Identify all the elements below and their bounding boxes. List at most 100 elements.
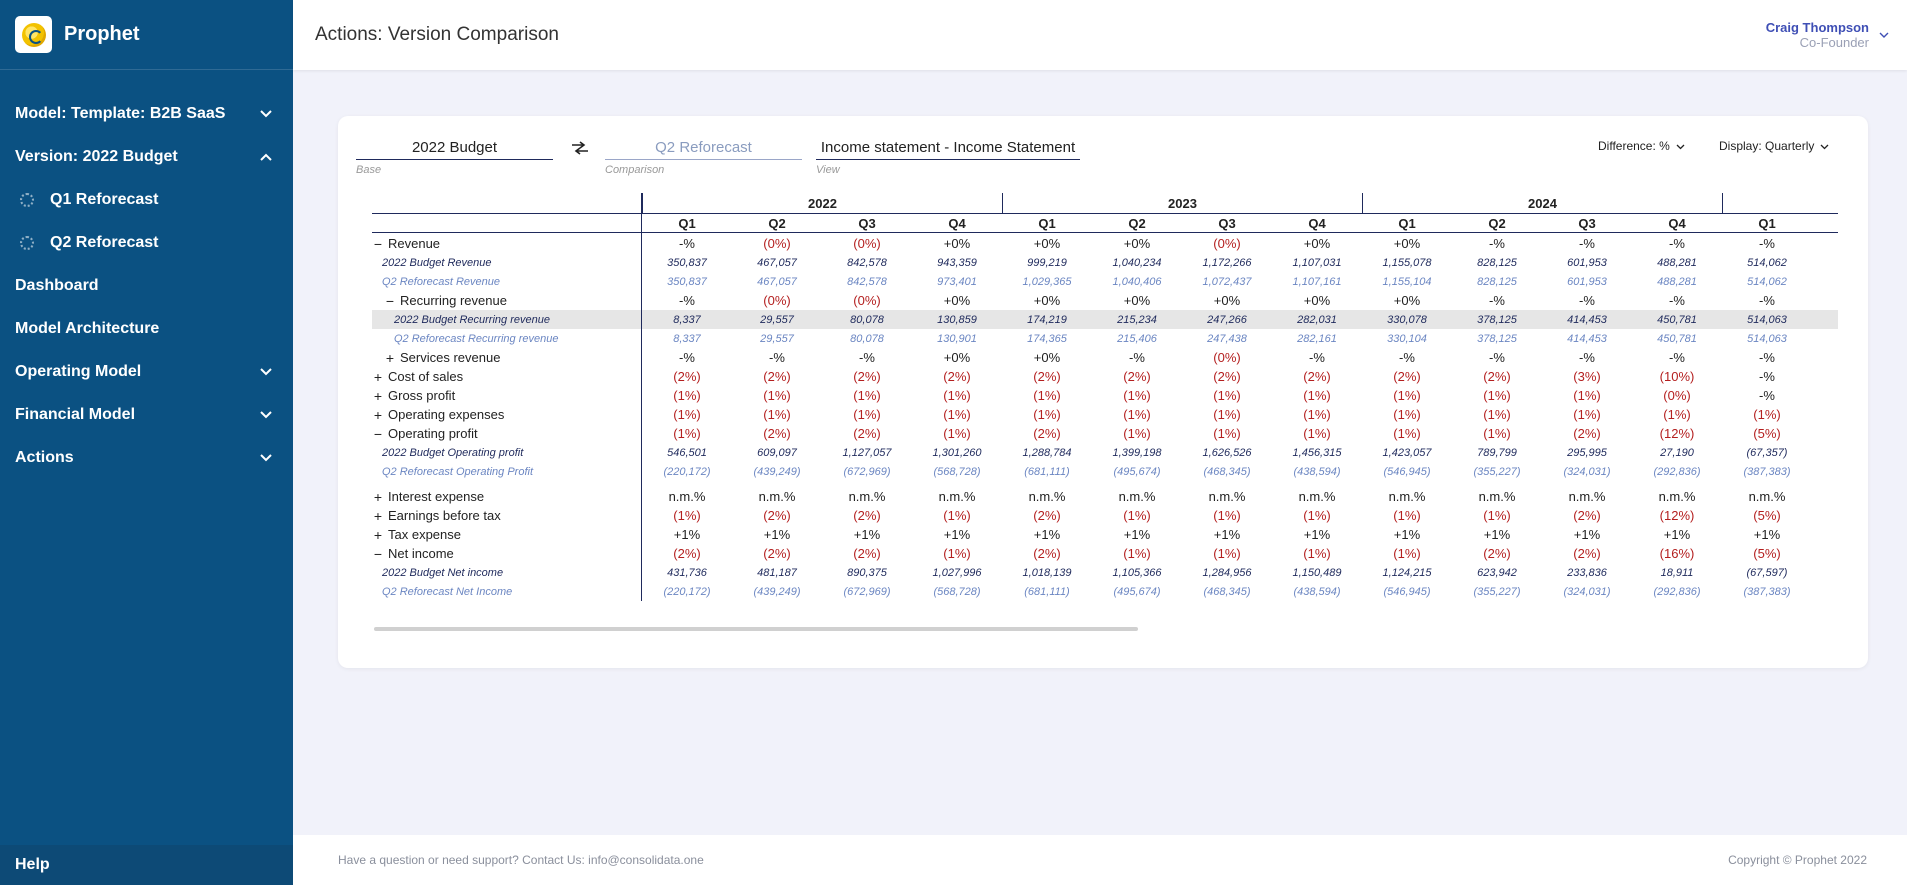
table-cell: (2%) (1033, 426, 1061, 441)
table-cell: (1%) (943, 426, 971, 441)
table-cell: (1%) (1213, 546, 1241, 561)
table-cell: (1%) (943, 388, 971, 403)
user-menu[interactable]: Craig Thompson Co-Founder (1766, 20, 1889, 50)
quarter-header: Q3 (1578, 215, 1596, 231)
quarter-header: Q3 (1218, 215, 1236, 231)
table-cell: 514,063 (1747, 332, 1787, 345)
table-cell: (355,227) (1473, 585, 1521, 598)
radio-icon (20, 192, 34, 207)
sidebar-item-dashboard[interactable]: Dashboard (0, 264, 293, 307)
sidebar-item-model-architecture[interactable]: Model Architecture (0, 307, 293, 350)
expand-icon[interactable]: + (385, 349, 395, 366)
table-cell: 1,423,057 (1382, 446, 1432, 459)
chevron-down-icon (259, 451, 273, 465)
expand-icon[interactable]: + (373, 526, 383, 543)
table-cell: 1,107,161 (1292, 275, 1342, 288)
collapse-icon[interactable]: − (373, 425, 383, 442)
table-row[interactable]: + Cost of sales (2%) (2%) (2%) (2%) (2%) (2%) (2… (372, 367, 1838, 386)
table-cell: 1,029,365 (1022, 275, 1072, 288)
row-label: 2022 Budget Net income (372, 567, 642, 579)
difference-dropdown[interactable]: Difference: % (1598, 139, 1685, 153)
table-cell: (2%) (1033, 508, 1061, 523)
table-row[interactable]: + Gross profit (1%) (1%) (1%) (1%) (1%) (1%) (1%… (372, 386, 1838, 405)
base-caption: Base (356, 164, 382, 176)
table-cell: n.m.% (938, 489, 976, 504)
table-row[interactable]: + Services revenue -% -% -% +0% +0% -% (0%) -% -% -… (372, 348, 1838, 367)
base-select[interactable]: 2022 Budget (356, 136, 553, 160)
table-cell: (220,172) (663, 585, 711, 598)
comparison-selector[interactable]: Q2 Reforecast Comparison (605, 136, 802, 176)
expand-icon[interactable]: + (373, 368, 383, 385)
row-label: + Operating expenses (372, 407, 642, 423)
table-row[interactable]: − Operating profit (1%) (2%) (2%) (1%) (2%) (1%… (372, 424, 1838, 443)
sidebar-item-actions[interactable]: Actions (0, 436, 293, 479)
sidebar-subitem-q1-reforecast[interactable]: Q1 Reforecast (0, 178, 293, 221)
table-row: 2022 Budget Recurring revenue 8,337 29,557… (372, 310, 1838, 329)
radio-icon (20, 235, 34, 250)
view-selector[interactable]: Income statement - Income Statement View (816, 136, 1080, 176)
table-cell: (2%) (1573, 508, 1601, 523)
table-row: 2022 Budget Revenue 350,837 467,057 842,578… (372, 253, 1838, 272)
table-cell: 1,301,260 (932, 446, 982, 459)
swap-icon[interactable] (568, 136, 592, 160)
row-label: 2022 Budget Revenue (372, 257, 642, 269)
row-label: 2022 Budget Recurring revenue (372, 314, 642, 326)
table-row: Q2 Reforecast Recurring revenue 8,337 29,5… (372, 329, 1838, 348)
sidebar-item-operating-model[interactable]: Operating Model (0, 350, 293, 393)
base-selector[interactable]: 2022 Budget Base (356, 136, 553, 176)
table-cell: (1%) (1483, 508, 1511, 523)
year-header: 2023 (1002, 193, 1362, 213)
table-cell: (3%) (1573, 369, 1601, 384)
table-cell: +1% (1483, 527, 1511, 542)
row-label: − Operating profit (372, 426, 642, 442)
expand-icon[interactable]: + (373, 406, 383, 423)
sidebar: Prophet Model: Template: B2B SaaS Versio… (0, 0, 293, 885)
expand-icon[interactable]: + (373, 387, 383, 404)
table-cell: -% (1759, 369, 1775, 384)
table-cell: (1%) (1123, 426, 1151, 441)
sidebar-subitem-q2-reforecast[interactable]: Q2 Reforecast (0, 221, 293, 264)
table-cell: 601,953 (1567, 275, 1607, 288)
table-row[interactable]: + Interest expense n.m.% n.m.% n.m.% n.m.% n.m… (372, 487, 1838, 506)
table-cell: (495,674) (1113, 585, 1161, 598)
comparison-select[interactable]: Q2 Reforecast (605, 136, 802, 160)
table-cell: (2%) (853, 508, 881, 523)
sidebar-item-version[interactable]: Version: 2022 Budget (0, 135, 293, 178)
table-row[interactable]: + Operating expenses (1%) (1%) (1%) (1%) (1%) (… (372, 405, 1838, 424)
table-cell: (292,836) (1653, 585, 1701, 598)
table-row[interactable]: − Net income (2%) (2%) (2%) (1%) (2%) (1%) (1%) (… (372, 544, 1838, 563)
brand[interactable]: Prophet (0, 0, 293, 70)
sidebar-item-model[interactable]: Model: Template: B2B SaaS (0, 92, 293, 135)
table-row[interactable]: + Earnings before tax (1%) (2%) (2%) (1%) (2%)… (372, 506, 1838, 525)
table-cell: +1% (1753, 527, 1781, 542)
expand-icon[interactable]: + (373, 507, 383, 524)
table-cell: (681,111) (1024, 585, 1070, 598)
quarter-header-row: Q1 Q2 Q3 Q4 Q1 Q2 Q3 Q4 Q1 Q2 Q3 Q4 Q1 (372, 213, 1838, 233)
sidebar-item-label: Model: Template: B2B SaaS (15, 104, 226, 122)
comparison-table: 2022 2023 2024 Q1 Q2 Q3 Q4 Q1 Q2 Q3 Q4 Q1 Q2 Q3 Q4 Q1 … (372, 193, 1838, 603)
table-row[interactable]: + Tax expense +1% +1% +1% +1% +1% +1% +1% +1% +1% +… (372, 525, 1838, 544)
expand-icon[interactable]: + (373, 488, 383, 505)
view-select[interactable]: Income statement - Income Statement (816, 136, 1080, 160)
table-cell: (2%) (673, 546, 701, 561)
table-cell: (2%) (1033, 369, 1061, 384)
table-cell: (1%) (853, 388, 881, 403)
quarter-header: Q4 (1308, 215, 1326, 231)
table-cell: 1,124,215 (1382, 566, 1432, 579)
table-cell: +1% (1303, 527, 1331, 542)
table-cell: 481,187 (757, 566, 797, 579)
collapse-icon[interactable]: − (373, 545, 383, 562)
table-row[interactable]: − Recurring revenue -% (0%) (0%) +0% +0% +0% +0%… (372, 291, 1838, 310)
row-label-text: Q2 Reforecast Revenue (382, 275, 501, 288)
display-dropdown[interactable]: Display: Quarterly (1719, 139, 1829, 153)
topbar: Actions: Version Comparison Craig Thomps… (293, 0, 1907, 70)
collapse-icon[interactable]: − (385, 292, 395, 309)
table-cell: 467,057 (757, 275, 797, 288)
table-cell: n.m.% (1208, 489, 1246, 504)
table-row[interactable]: − Revenue -% (0%) (0%) +0% +0% +0% (0%) +0% +0% -% -… (372, 234, 1838, 253)
collapse-icon[interactable]: − (373, 235, 383, 252)
horizontal-scrollbar[interactable] (374, 627, 1138, 631)
help-link[interactable]: Help (0, 845, 293, 885)
sidebar-item-financial-model[interactable]: Financial Model (0, 393, 293, 436)
table-cell: 414,453 (1567, 313, 1607, 326)
